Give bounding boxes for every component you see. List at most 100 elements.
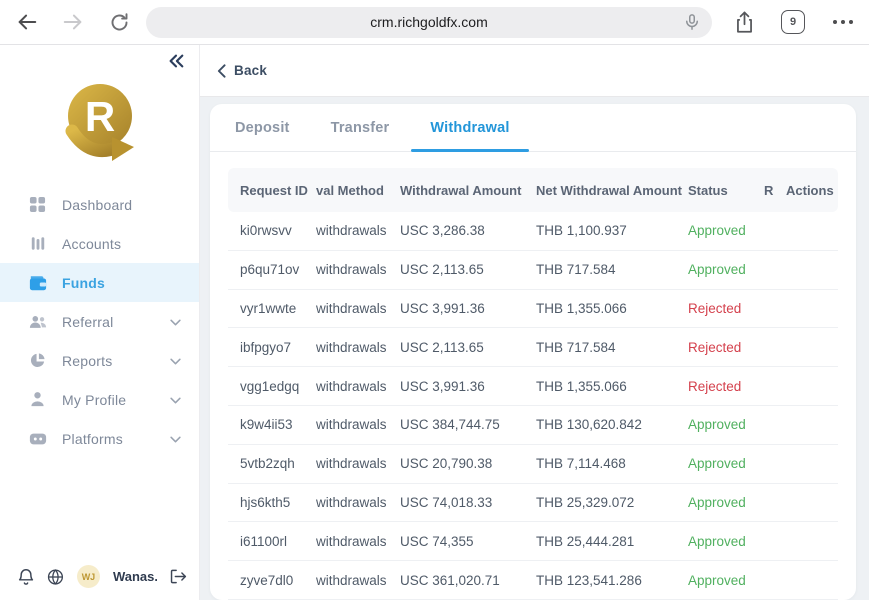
request-id-cell: vyr1wwte xyxy=(240,300,297,316)
logout-icon[interactable] xyxy=(170,567,187,586)
sidebar-item-reports[interactable]: Reports xyxy=(0,341,199,380)
browser-reload-button[interactable] xyxy=(106,9,132,35)
withdrawal-method-cell: withdrawals xyxy=(316,339,387,355)
sidebar-item-label: My Profile xyxy=(62,391,127,408)
status-badge: Approved xyxy=(688,262,746,278)
tab-transfer[interactable]: Transfer xyxy=(331,104,390,151)
sidebar-item-accounts[interactable]: Accounts xyxy=(0,224,199,263)
back-arrow-icon xyxy=(18,14,37,30)
status-badge: Rejected xyxy=(688,300,742,316)
net-withdrawal-amount-cell: THB 7,114.468 xyxy=(536,456,626,472)
browser-forward-button[interactable] xyxy=(60,9,86,35)
net-withdrawal-amount-cell: THB 717.584 xyxy=(536,262,616,278)
tab-label: Transfer xyxy=(330,119,390,136)
withdrawal-amount-cell: USC 74,018.33 xyxy=(400,494,493,510)
withdrawal-method-cell: withdrawals xyxy=(316,417,387,433)
status-badge: Approved xyxy=(688,572,746,588)
withdrawal-amount-cell: USC 3,286.38 xyxy=(400,223,485,239)
chevron-down-icon xyxy=(170,352,181,370)
net-withdrawal-amount-cell: THB 1,100.937 xyxy=(536,223,627,239)
accounts-bars-icon xyxy=(28,234,47,253)
avatar-initials: WJ xyxy=(81,571,96,582)
share-icon[interactable] xyxy=(734,11,755,34)
tab-deposit[interactable]: Deposit xyxy=(235,104,290,151)
table-row[interactable]: ki0rwsvv withdrawals USC 3,286.38 THB 1,… xyxy=(228,212,838,251)
browser-toolbar: crm.richgoldfx.com 9 xyxy=(0,0,869,45)
withdrawal-amount-cell: USC 361,020.71 xyxy=(400,572,500,588)
withdrawal-amount-cell: USC 3,991.36 xyxy=(400,378,485,394)
sidebar-item-funds[interactable]: Funds xyxy=(0,263,199,302)
request-id-cell: ibfpgyo7 xyxy=(240,339,292,355)
forward-arrow-icon xyxy=(63,14,82,30)
sidebar: R Dashboard Accounts Funds xyxy=(0,45,200,600)
withdrawal-method-cell: withdrawals xyxy=(316,456,387,472)
people-icon xyxy=(28,312,47,331)
sidebar-item-label: Reports xyxy=(62,352,113,369)
sidebar-item-dashboard[interactable]: Dashboard xyxy=(0,185,199,224)
globe-icon[interactable] xyxy=(47,567,64,587)
sidebar-item-platforms[interactable]: Platforms xyxy=(0,419,199,458)
status-badge: Rejected xyxy=(688,378,742,394)
richgoldfx-logo-icon: R xyxy=(65,84,134,161)
main-content: Back Deposit Transfer Withdrawal Request… xyxy=(200,45,869,600)
sidebar-item-label: Dashboard xyxy=(62,196,133,213)
withdrawal-amount-cell: USC 2,113.65 xyxy=(400,262,484,278)
table-row[interactable]: vyr1wwte withdrawals USC 3,991.36 THB 1,… xyxy=(228,290,838,329)
browser-actions: 9 xyxy=(734,10,855,34)
avatar[interactable]: WJ xyxy=(76,565,100,588)
sidebar-item-label: Accounts xyxy=(62,235,122,252)
withdrawal-method-cell: withdrawals xyxy=(316,494,387,510)
url-text: crm.richgoldfx.com xyxy=(370,14,488,30)
table-row[interactable]: vgg1edgq withdrawals USC 3,991.36 THB 1,… xyxy=(228,367,838,406)
table-row[interactable]: hjs6kth5 withdrawals USC 74,018.33 THB 2… xyxy=(228,484,838,523)
column-header-r: R xyxy=(764,182,774,198)
address-bar[interactable]: crm.richgoldfx.com xyxy=(146,6,712,38)
withdrawal-method-cell: withdrawals xyxy=(316,378,387,394)
tabs-button[interactable]: 9 xyxy=(781,10,805,34)
withdrawal-method-cell: withdrawals xyxy=(316,300,387,316)
net-withdrawal-amount-cell: THB 25,444.281 xyxy=(536,533,635,549)
chevron-down-icon xyxy=(170,313,181,331)
tab-withdrawal[interactable]: Withdrawal xyxy=(411,104,529,152)
net-withdrawal-amount-cell: THB 1,355.066 xyxy=(536,300,627,316)
dashboard-grid-icon xyxy=(28,195,47,214)
table-row[interactable]: k9w4ii53 withdrawals USC 384,744.75 THB … xyxy=(228,406,838,445)
request-id-cell: k9w4ii53 xyxy=(240,417,293,433)
table-body: ki0rwsvv withdrawals USC 3,286.38 THB 1,… xyxy=(228,212,838,600)
request-id-cell: ki0rwsvv xyxy=(240,223,292,239)
status-badge: Rejected xyxy=(688,339,742,355)
withdrawal-amount-cell: USC 3,991.36 xyxy=(400,300,485,316)
more-menu-icon[interactable] xyxy=(831,10,855,34)
net-withdrawal-amount-cell: THB 717.584 xyxy=(536,339,616,355)
microphone-icon[interactable] xyxy=(683,13,701,31)
browser-back-button[interactable] xyxy=(14,9,40,35)
chevron-down-icon xyxy=(170,430,181,448)
status-badge: Approved xyxy=(688,456,746,472)
withdrawal-amount-cell: USC 384,744.75 xyxy=(400,417,500,433)
sidebar-item-referral[interactable]: Referral xyxy=(0,302,199,341)
double-chevron-left-icon xyxy=(169,54,184,68)
request-id-cell: i61100rl xyxy=(240,533,288,549)
sidebar-footer: WJ Wanas... xyxy=(18,565,187,588)
brand-logo: R xyxy=(0,81,199,163)
person-icon xyxy=(28,390,47,409)
back-button[interactable]: Back xyxy=(217,63,267,78)
chevron-down-icon xyxy=(170,391,181,409)
withdrawal-method-cell: withdrawals xyxy=(316,223,387,239)
sidebar-item-label: Referral xyxy=(62,313,114,330)
table-row[interactable]: zyve7dl0 withdrawals USC 361,020.71 THB … xyxy=(228,561,838,600)
status-badge: Approved xyxy=(688,223,746,239)
request-id-cell: hjs6kth5 xyxy=(240,494,291,510)
sidebar-collapse-button[interactable] xyxy=(167,53,185,74)
request-id-cell: vgg1edgq xyxy=(240,378,300,394)
table-row[interactable]: ibfpgyo7 withdrawals USC 2,113.65 THB 71… xyxy=(228,328,838,368)
platform-icon xyxy=(28,429,47,448)
table-row[interactable]: i61100rl withdrawals USC 74,355 THB 25,4… xyxy=(228,522,838,562)
bell-icon[interactable] xyxy=(18,567,34,587)
withdrawal-method-cell: withdrawals xyxy=(316,572,387,588)
sidebar-item-my-profile[interactable]: My Profile xyxy=(0,380,199,419)
table-row[interactable]: 5vtb2zqh withdrawals USC 20,790.38 THB 7… xyxy=(228,445,838,484)
column-header-net-withdrawal-amount: Net Withdrawal Amount xyxy=(536,182,683,198)
page-header: Back xyxy=(200,45,869,97)
table-row[interactable]: p6qu71ov withdrawals USC 2,113.65 THB 71… xyxy=(228,251,838,290)
